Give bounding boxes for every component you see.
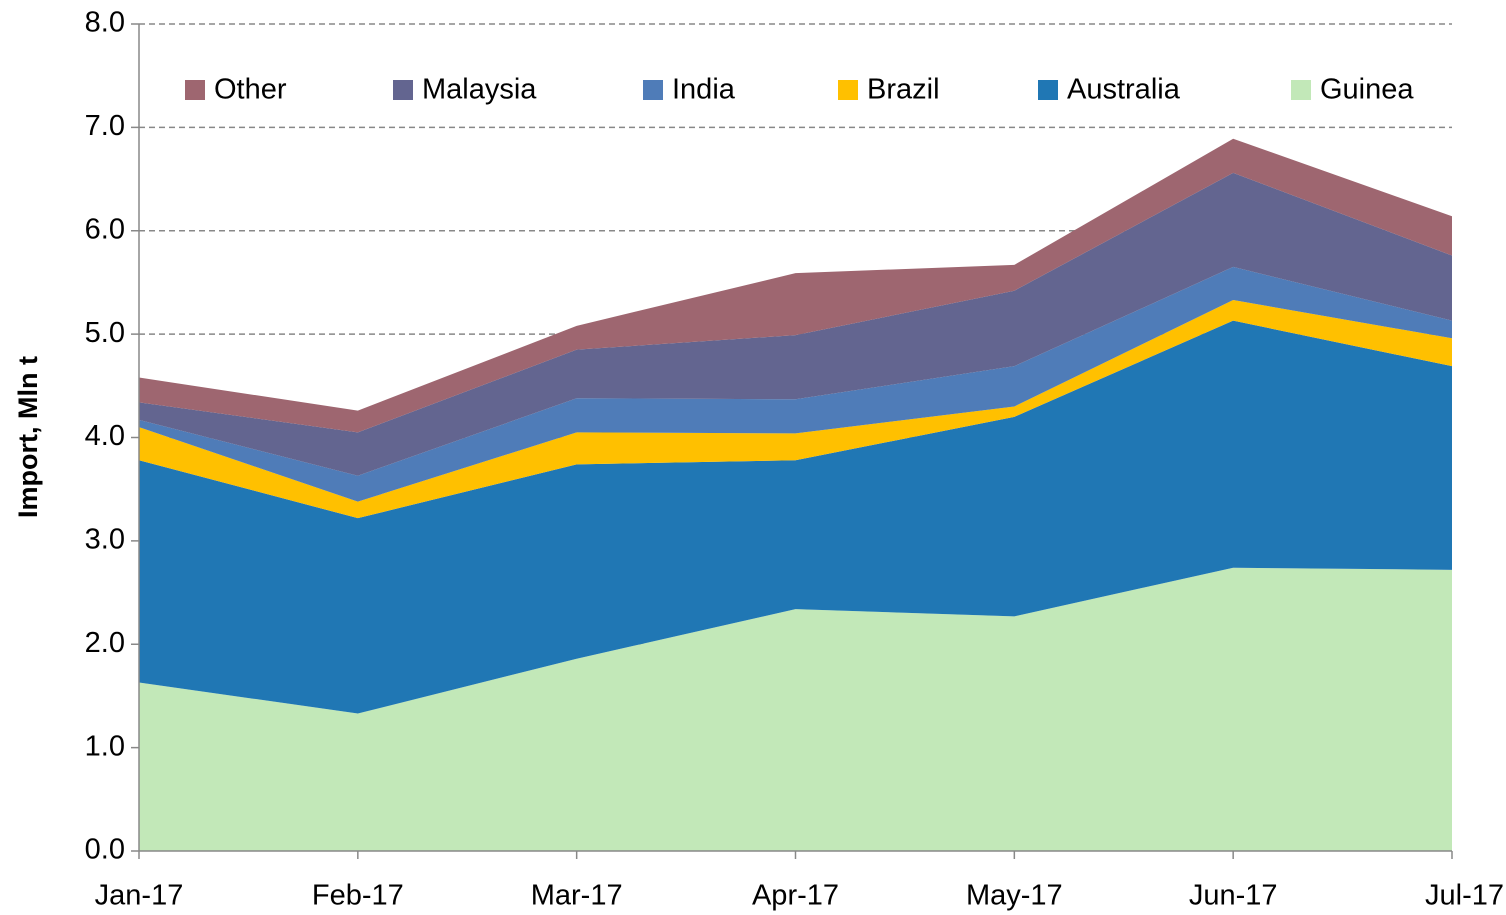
legend-swatch	[1038, 80, 1058, 100]
legend-swatch	[838, 80, 858, 100]
area	[139, 567, 1452, 851]
y-tick-label: 6.0	[85, 213, 125, 245]
y-tick-label: 2.0	[85, 627, 125, 659]
legend-swatch	[185, 80, 205, 100]
y-tick-label: 3.0	[85, 524, 125, 556]
legend-label: Malaysia	[422, 74, 537, 106]
legend-label: Australia	[1067, 74, 1181, 106]
y-axis-label: Import, Mln t	[13, 356, 43, 518]
area	[139, 138, 1452, 433]
x-tick-label: Feb-17	[312, 880, 404, 912]
legend-label: Brazil	[867, 74, 940, 106]
legend-label: India	[672, 74, 736, 106]
y-tick-label: 5.0	[85, 317, 125, 349]
x-tick-label: Apr-17	[752, 880, 839, 912]
y-tick-label: 8.0	[85, 7, 125, 39]
x-tick-label: Mar-17	[531, 880, 623, 912]
legend-swatch	[1291, 80, 1311, 100]
area	[139, 172, 1452, 476]
x-tick-label: May-17	[966, 880, 1063, 912]
legend-label: Guinea	[1320, 74, 1414, 106]
legend-label: Other	[214, 74, 287, 106]
legend-swatch	[643, 80, 663, 100]
x-tick-label: Jul-17	[1425, 880, 1504, 912]
area	[139, 300, 1452, 519]
x-tick-label: Jun-17	[1189, 880, 1278, 912]
legend-swatch	[393, 80, 413, 100]
area	[139, 320, 1452, 714]
y-tick-label: 4.0	[85, 420, 125, 452]
y-tick-label: 1.0	[85, 730, 125, 762]
x-tick-label: Jan-17	[95, 880, 184, 912]
y-tick-label: 7.0	[85, 110, 125, 142]
area	[139, 266, 1452, 502]
y-tick-label: 0.0	[85, 834, 125, 866]
